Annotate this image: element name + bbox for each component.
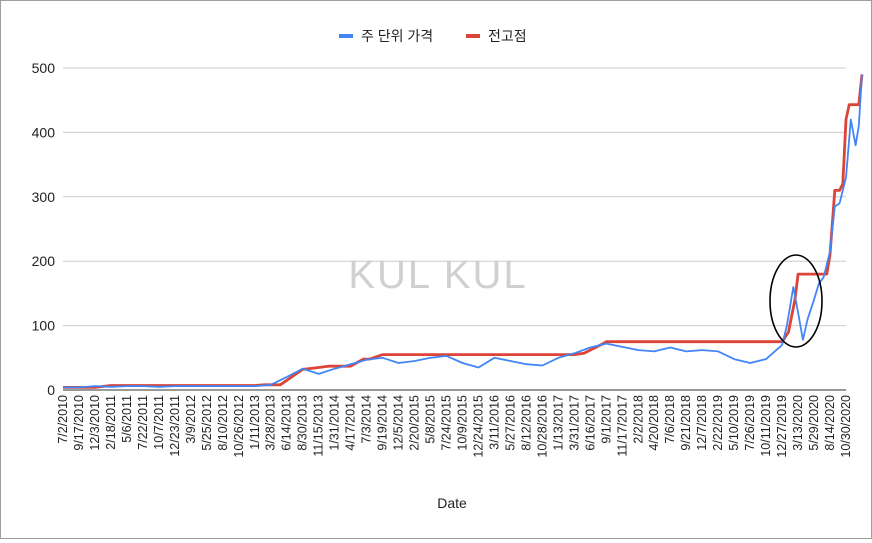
x-tick-label: 10/30/2020 xyxy=(839,395,853,458)
x-tick-label: 9/1/2017 xyxy=(599,395,613,444)
x-tick-label: 7/2/2010 xyxy=(56,395,70,444)
y-tick-label: 0 xyxy=(47,382,55,398)
x-tick-label: 8/12/2016 xyxy=(519,395,533,451)
x-tick-label: 7/24/2015 xyxy=(440,395,454,451)
watermark-text: KUL KUL xyxy=(348,253,527,297)
legend-swatch xyxy=(466,34,480,38)
x-tick-label: 12/3/2010 xyxy=(88,395,102,451)
x-tick-label: 2/2/2018 xyxy=(631,395,645,444)
x-tick-label: 2/18/2011 xyxy=(104,395,118,450)
x-tick-label: 5/8/2015 xyxy=(424,395,438,444)
x-tick-label: 12/7/2018 xyxy=(695,395,709,451)
x-tick-label: 12/23/2011 xyxy=(168,395,182,457)
x-tick-label: 12/27/2019 xyxy=(775,395,789,458)
x-tick-label: 5/10/2019 xyxy=(727,395,741,451)
x-tick-label: 12/5/2014 xyxy=(392,395,406,451)
x-tick-label: 1/11/2013 xyxy=(248,395,262,450)
gridlines xyxy=(63,67,846,391)
annotation-circle xyxy=(769,254,823,348)
x-tick-label: 10/26/2012 xyxy=(232,395,246,458)
x-tick-label: 10/9/2015 xyxy=(455,395,469,451)
legend-label: 주 단위 가격 xyxy=(361,28,433,44)
x-tick-label: 9/17/2010 xyxy=(72,395,86,451)
x-tick-label: 7/6/2018 xyxy=(663,395,677,444)
x-tick-label: 3/31/2017 xyxy=(567,395,581,451)
x-tick-label: 9/19/2014 xyxy=(376,395,390,451)
x-tick-label: 7/3/2014 xyxy=(360,395,374,444)
x-tick-label: 10/11/2019 xyxy=(759,395,773,457)
x-tick-label: 8/30/2013 xyxy=(296,395,310,451)
x-tick-label: 8/10/2012 xyxy=(216,395,230,451)
x-tick-label: 5/6/2011 xyxy=(120,395,134,443)
x-tick-label: 2/20/2015 xyxy=(408,395,422,451)
x-tick-label: 9/21/2018 xyxy=(679,395,693,451)
legend: 주 단위 가격 전고점 xyxy=(339,28,527,44)
y-tick-label: 400 xyxy=(32,124,56,140)
series-lines xyxy=(63,74,864,389)
series-line-2 xyxy=(63,74,864,389)
x-tick-label: 5/25/2012 xyxy=(200,395,214,451)
x-tick-label: 1/13/2017 xyxy=(551,395,565,451)
x-axis-title: Date xyxy=(437,495,467,511)
legend-label: 전고점 xyxy=(488,28,527,44)
y-tick-label: 300 xyxy=(32,189,56,205)
x-tick-label: 5/29/2020 xyxy=(807,395,821,451)
x-tick-label: 3/13/2020 xyxy=(791,395,805,451)
x-tick-label: 8/14/2020 xyxy=(823,395,837,451)
x-tick-label: 11/15/2013 xyxy=(312,395,326,457)
x-tick-label: 7/26/2019 xyxy=(743,395,757,451)
x-tick-label: 1/31/2014 xyxy=(328,395,342,451)
x-tick-label: 7/22/2011 xyxy=(136,395,150,450)
x-axis-ticks: 7/2/2010 9/17/2010 12/3/2010 2/18/2011 5/6/2… xyxy=(56,395,853,458)
x-tick-label: 11/17/2017 xyxy=(615,395,629,457)
x-tick-label: 6/14/2013 xyxy=(280,395,294,451)
x-tick-label: 3/11/2016 xyxy=(487,395,501,450)
x-tick-label: 4/20/2018 xyxy=(647,395,661,451)
x-tick-label: 4/17/2014 xyxy=(344,395,358,451)
x-tick-label: 10/28/2016 xyxy=(535,395,549,458)
y-tick-label: 200 xyxy=(32,253,56,269)
legend-swatch xyxy=(339,34,353,38)
y-tick-label: 100 xyxy=(32,318,56,334)
x-tick-label: 10/7/2011 xyxy=(152,395,166,450)
y-axis-ticks: 0 100 200 300 400 500 xyxy=(32,60,56,398)
x-tick-label: 12/24/2015 xyxy=(471,395,485,458)
x-tick-label: 3/28/2013 xyxy=(264,395,278,451)
x-tick-label: 6/16/2017 xyxy=(583,395,597,451)
x-tick-label: 3/9/2012 xyxy=(184,395,198,444)
y-tick-label: 500 xyxy=(32,60,56,76)
x-tick-label: 2/22/2019 xyxy=(711,395,725,451)
x-tick-label: 5/27/2016 xyxy=(503,395,517,451)
series-line-1 xyxy=(63,74,863,389)
